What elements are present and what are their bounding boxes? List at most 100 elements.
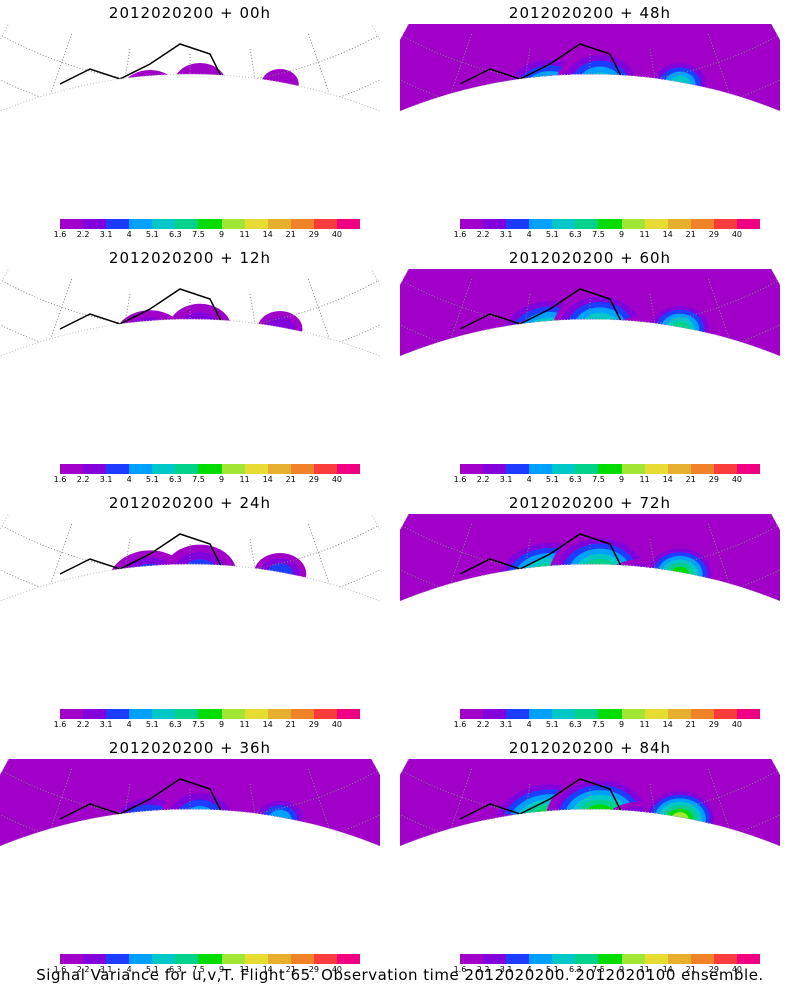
map-panel: 2012020200 + 72h 1.6 2.2 3.1 4 5.1 6.3 7.5 9 11 14… [400, 490, 780, 735]
variance-contour [89, 97, 131, 131]
variance-contour [500, 596, 520, 612]
variance-contour [476, 332, 544, 382]
map-area [0, 514, 380, 627]
colorbar-segment [460, 954, 484, 964]
colorbar-label: 9 [618, 965, 625, 974]
colorbar-label: 11 [639, 230, 650, 239]
longitude-line [105, 538, 131, 627]
variance-contour [523, 317, 577, 361]
variance-contour [181, 559, 219, 589]
colorbar-segment [313, 709, 337, 719]
colorbar: 1.6 2.2 3.1 4 5.1 6.3 7.5 9 11 14 21 29 40 [454, 464, 761, 484]
colorbar-label: 1.6 [53, 720, 67, 729]
colorbar-label: 40 [331, 230, 343, 239]
colorbar-label: 1.6 [53, 475, 67, 484]
field-background [0, 759, 380, 872]
variance-contour [205, 811, 275, 867]
variance-contour [666, 563, 694, 585]
colorbar-segment [60, 709, 84, 719]
latitude-line [1, 35, 379, 85]
variance-contour [485, 94, 535, 134]
variance-contour [552, 594, 628, 627]
variance-contour [536, 328, 564, 350]
colorbar-label: 29 [308, 230, 319, 239]
colorbar-label: 7.5 [592, 965, 605, 974]
colorbar-segment [198, 954, 222, 964]
longitude-line [249, 48, 275, 137]
variance-contour [599, 806, 681, 872]
variance-contour [155, 841, 225, 872]
variance-contour [572, 855, 608, 872]
coastline [59, 288, 351, 370]
colorbar-segment [460, 464, 484, 474]
panel-title: 2012020200 + 48h [508, 4, 672, 22]
colorbar-label: 9 [618, 230, 625, 239]
colorbar-segment [221, 954, 245, 964]
colorbar-segment [221, 219, 245, 229]
variance-contour [578, 66, 622, 102]
colorbar-label: 40 [331, 475, 343, 484]
colorbar-label: 29 [708, 720, 719, 729]
colorbar-label: 7.5 [192, 475, 205, 484]
colorbar: 1.6 2.2 3.1 4 5.1 6.3 7.5 9 11 14 21 29 40 [454, 709, 761, 729]
colorbar-label: 6.3 [569, 230, 582, 239]
colorbar-segment [336, 219, 361, 229]
variance-contour [613, 327, 667, 371]
colorbar: 1.6 2.2 3.1 4 5.1 6.3 7.5 9 11 14 21 29 40 [454, 954, 761, 974]
variance-contour [124, 563, 176, 605]
colorbar-segment [60, 954, 84, 964]
colorbar-segment [198, 219, 222, 229]
variance-contour [491, 343, 529, 375]
map-panel: 2012020200 + 60h 1.6 2.2 3.1 4 5.1 6.3 7.5 9 11 14… [400, 245, 780, 490]
colorbar-label: 9 [218, 965, 225, 974]
colorbar: 1.6 2.2 3.1 4 5.1 6.3 7.5 9 11 14 21 29 40 [54, 219, 361, 239]
colorbar-label: 6.3 [169, 475, 182, 484]
map-panel: 2012020200 + 36h 1.6 2.2 3.1 4 5.1 6.3 7.5 9 11 14… [0, 735, 380, 980]
variance-contour [495, 347, 525, 371]
colorbar-segment [667, 219, 691, 229]
variance-contour [627, 584, 653, 604]
variance-contour [580, 558, 620, 590]
colorbar-label: 2.2 [76, 965, 90, 974]
variance-contour [567, 116, 613, 137]
variance-contour [578, 859, 602, 872]
colorbar-segment [106, 709, 130, 719]
coastline [59, 43, 351, 125]
colorbar: 1.6 2.2 3.1 4 5.1 6.3 7.5 9 11 14 21 29 40 [54, 464, 361, 484]
latitude-line [401, 280, 779, 330]
colorbar-label: 3.1 [99, 720, 113, 729]
field-background [400, 759, 780, 872]
longitude-line [23, 33, 73, 137]
colorbar-label: 4 [526, 720, 532, 729]
colorbar-label: 1.6 [53, 230, 67, 239]
colorbar-label: 14 [662, 965, 673, 974]
colorbar-label: 14 [662, 720, 673, 729]
colorbar-label: 5.1 [545, 475, 559, 484]
colorbar-label: 9 [218, 230, 225, 239]
colorbar-label: 29 [308, 965, 319, 974]
colorbar-segment [290, 219, 314, 229]
colorbar-label: 11 [639, 720, 650, 729]
colorbar-segment [529, 954, 553, 964]
variance-contour [172, 551, 228, 597]
variance-contour [167, 116, 213, 137]
colorbar-segment [506, 464, 530, 474]
colorbar-segment [290, 954, 314, 964]
colorbar-label: 3.1 [499, 230, 513, 239]
variance-contour [496, 838, 524, 860]
variance-contour [123, 317, 177, 361]
colorbar-label: 6.3 [569, 720, 582, 729]
colorbar-label: 5.1 [545, 720, 559, 729]
variance-contour [483, 828, 537, 870]
map-panel: 2012020200 + 48h 1.6 2.2 3.1 4 5.1 6.3 7.5 9 11 14… [400, 0, 780, 245]
colorbar-segment [667, 709, 691, 719]
colorbar-label: 21 [685, 230, 696, 239]
colorbar-label: 5.1 [545, 230, 559, 239]
colorbar-label: 40 [331, 720, 343, 729]
variance-contour [566, 850, 614, 872]
variance-contour [565, 604, 615, 627]
colorbar-label: 1.6 [453, 720, 467, 729]
colorbar-segment [152, 219, 176, 229]
variance-contour [213, 327, 267, 371]
colorbar-label: 21 [685, 965, 696, 974]
